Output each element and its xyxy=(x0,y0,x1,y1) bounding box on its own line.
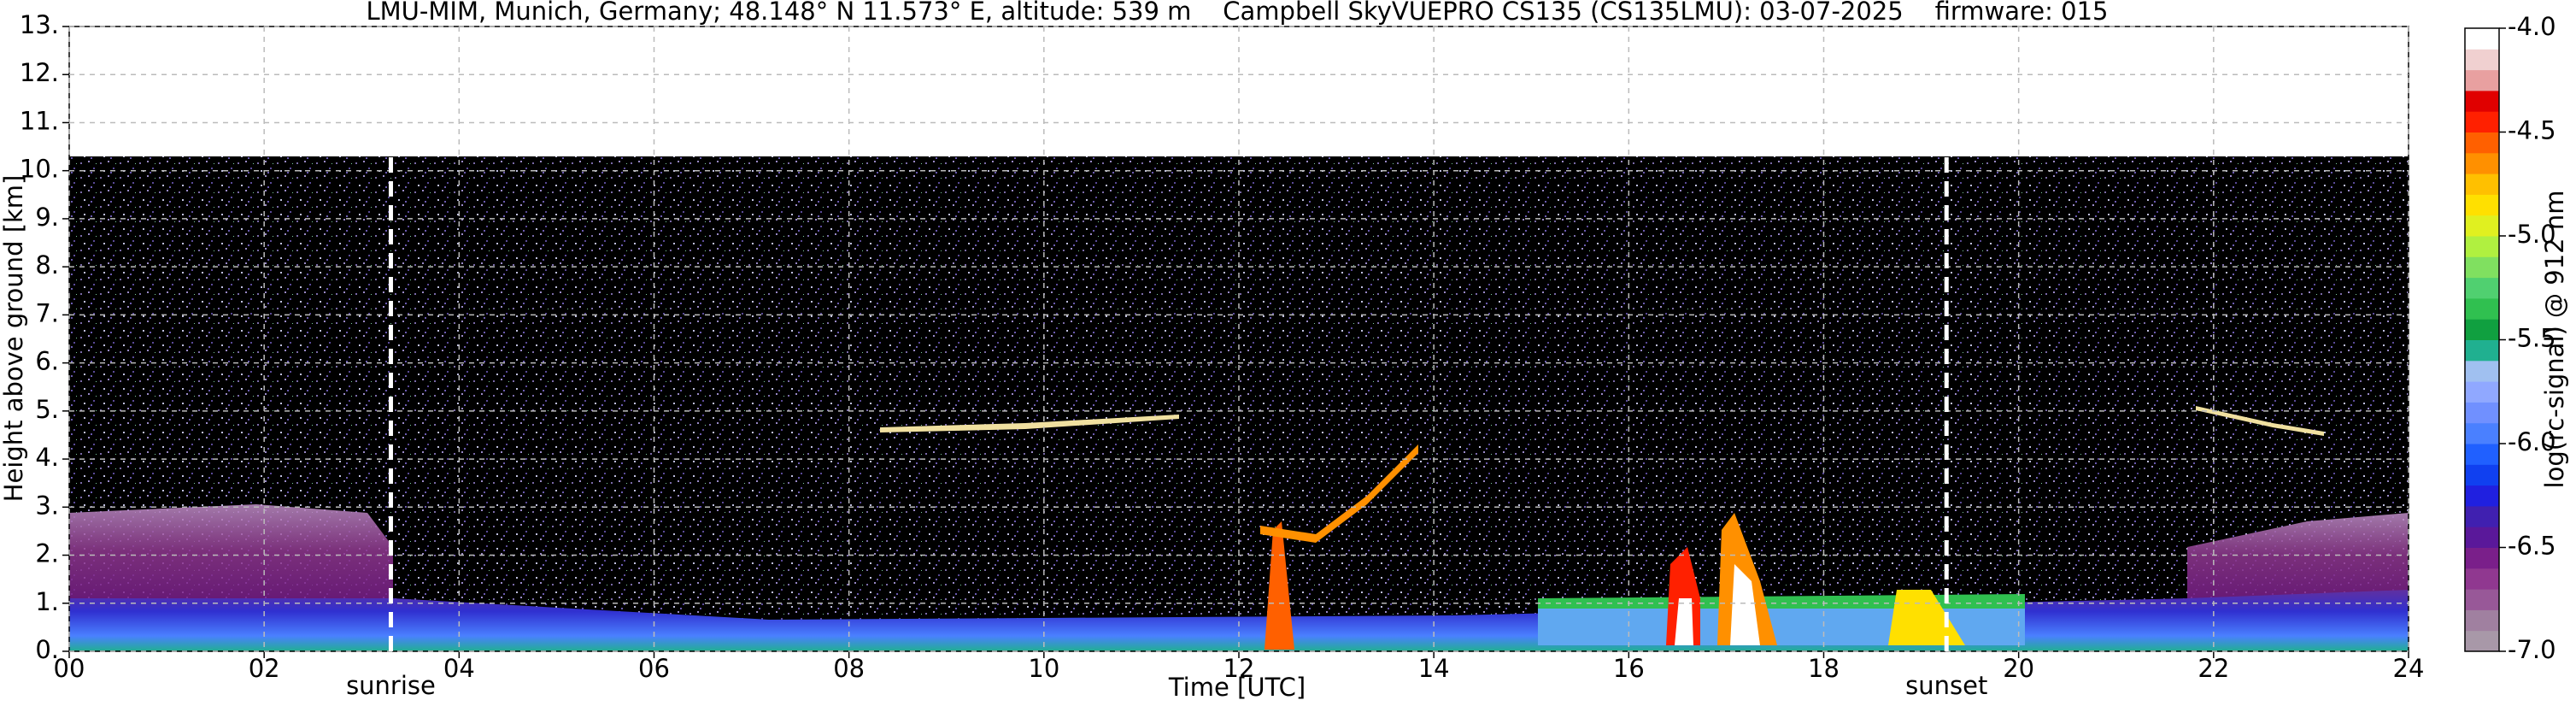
colorbar-segment xyxy=(2465,568,2499,590)
colorbar-segment xyxy=(2465,319,2499,340)
x-tick-label: 16 xyxy=(1613,654,1645,683)
colorbar-segment xyxy=(2465,444,2499,465)
colorbar-segment xyxy=(2465,28,2499,50)
colorbar-segment xyxy=(2465,194,2499,216)
x-tick-label: 10 xyxy=(1028,654,1059,683)
colorbar-segment xyxy=(2465,215,2499,237)
x-tick-label: 08 xyxy=(833,654,865,683)
colorbar-tick-label: -4.5 xyxy=(2508,116,2556,145)
y-tick-label: 3. xyxy=(35,491,59,520)
y-tick-label: 10. xyxy=(20,155,59,184)
chart-title: LMU-MIM, Munich, Germany; 48.148° N 11.5… xyxy=(367,0,2109,26)
colorbar-segment xyxy=(2465,277,2499,299)
colorbar-segment xyxy=(2465,381,2499,403)
colorbar-tick-label: -7.0 xyxy=(2508,635,2556,664)
y-tick-label: 11. xyxy=(20,106,59,135)
y-tick-label: 6. xyxy=(35,347,59,376)
colorbar-segment xyxy=(2465,422,2499,444)
y-tick-label: 1. xyxy=(35,587,59,616)
x-tick-label: 24 xyxy=(2393,654,2425,683)
x-tick-label: 14 xyxy=(1418,654,1450,683)
aerosol-layer xyxy=(880,415,1179,432)
colorbar-segment xyxy=(2465,630,2499,652)
colorbar-segment xyxy=(2465,297,2499,320)
x-tick-label: 12 xyxy=(1223,654,1255,683)
x-tick-label: 18 xyxy=(1808,654,1840,683)
colorbar-segment xyxy=(2465,132,2499,154)
cloud xyxy=(1260,444,1418,543)
annotation-label: sunrise xyxy=(346,671,436,700)
colorbar-segment xyxy=(2465,90,2499,112)
colorbar-segment xyxy=(2465,464,2499,486)
x-tick-label: 00 xyxy=(54,654,85,683)
colorbar-tick-label: -5.0 xyxy=(2508,220,2556,249)
colorbar-label: log(rc-signal) @ 912 nm xyxy=(2540,191,2569,489)
colorbar-segment xyxy=(2465,527,2499,548)
y-tick-label: 13. xyxy=(20,10,59,39)
colorbar-segment xyxy=(2465,49,2499,71)
y-tick-label: 0. xyxy=(35,635,59,664)
y-tick-label: 9. xyxy=(35,203,59,232)
colorbar-segment xyxy=(2465,360,2499,382)
colorbar-segment xyxy=(2465,547,2499,569)
colorbar-tick-label: -6.0 xyxy=(2508,427,2556,456)
y-axis-label: Height above ground [km] xyxy=(0,175,28,503)
colorbar-segment xyxy=(2465,485,2499,507)
colorbar-segment xyxy=(2465,339,2499,362)
x-axis-label: Time [UTC] xyxy=(1168,673,1306,702)
y-tick-label: 12. xyxy=(20,58,59,87)
y-tick-label: 2. xyxy=(35,539,59,568)
colorbar-segment xyxy=(2465,236,2499,257)
cloud xyxy=(1265,521,1294,650)
y-tick-label: 4. xyxy=(35,443,59,472)
aerosol-layer xyxy=(2196,406,2324,436)
colorbar-tick-label: -4.0 xyxy=(2508,12,2556,41)
colorbar-segment xyxy=(2465,402,2499,424)
colorbar-segment xyxy=(2465,111,2499,132)
colorbar-tick-label: -6.5 xyxy=(2508,532,2556,561)
x-tick-label: 04 xyxy=(443,654,475,683)
y-tick-label: 7. xyxy=(35,298,59,327)
x-tick-label: 22 xyxy=(2198,654,2229,683)
colorbar-segment xyxy=(2465,152,2499,174)
x-tick-label: 20 xyxy=(2003,654,2034,683)
annotation-label: sunset xyxy=(1905,671,1987,700)
colorbar-segment xyxy=(2465,174,2499,195)
signal-field xyxy=(69,156,2409,651)
y-tick-label: 5. xyxy=(35,395,59,424)
cloud xyxy=(1730,564,1760,645)
cloud xyxy=(1675,598,1693,645)
colorbar-segment xyxy=(2465,505,2499,527)
colorbar-segment xyxy=(2465,69,2499,91)
x-tick-label: 06 xyxy=(638,654,670,683)
residual-layer xyxy=(69,504,393,598)
colorbar-segment xyxy=(2465,589,2499,610)
colorbar-segment xyxy=(2465,256,2499,279)
colorbar-segment xyxy=(2465,609,2499,632)
y-tick-label: 8. xyxy=(35,250,59,279)
x-tick-label: 02 xyxy=(249,654,280,683)
colorbar-tick-label: -5.5 xyxy=(2508,324,2556,353)
